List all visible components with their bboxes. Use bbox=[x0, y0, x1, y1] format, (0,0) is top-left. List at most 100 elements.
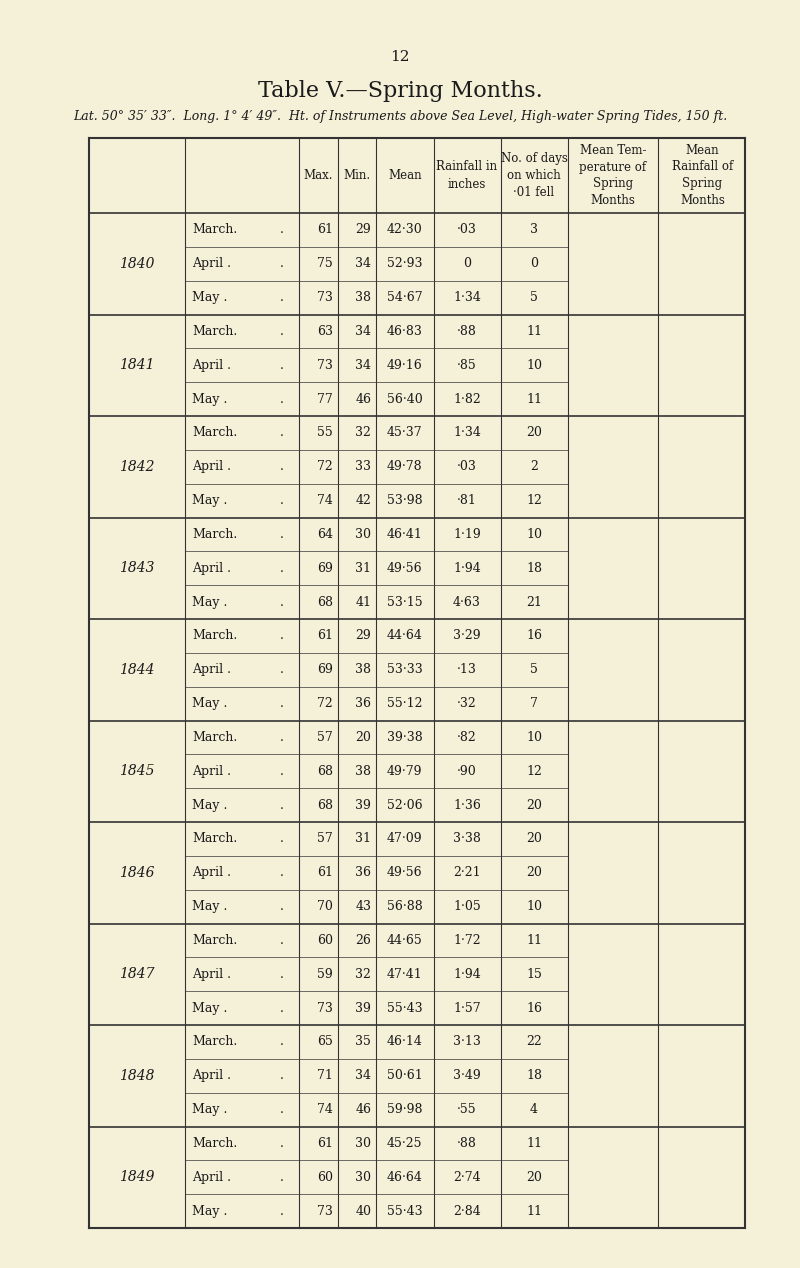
Text: 46: 46 bbox=[355, 1103, 371, 1116]
Text: 15: 15 bbox=[526, 967, 542, 980]
Text: ·85: ·85 bbox=[457, 359, 477, 372]
Text: April .: April . bbox=[192, 765, 231, 777]
Text: 1849: 1849 bbox=[119, 1170, 154, 1184]
Text: 41: 41 bbox=[355, 596, 371, 609]
Text: 5: 5 bbox=[530, 663, 538, 676]
Text: 56·88: 56·88 bbox=[387, 900, 422, 913]
Text: 77: 77 bbox=[318, 393, 333, 406]
Text: .: . bbox=[280, 866, 284, 879]
Text: 38: 38 bbox=[355, 765, 371, 777]
Text: 30: 30 bbox=[355, 1137, 371, 1150]
Text: May .: May . bbox=[192, 799, 228, 812]
Text: 20: 20 bbox=[526, 1170, 542, 1184]
Text: 2·84: 2·84 bbox=[453, 1205, 481, 1217]
Text: 47·41: 47·41 bbox=[387, 967, 422, 980]
Text: 22: 22 bbox=[526, 1036, 542, 1049]
Text: 31: 31 bbox=[355, 832, 371, 846]
Text: 63: 63 bbox=[317, 325, 333, 337]
Text: .: . bbox=[280, 460, 284, 473]
Text: 1841: 1841 bbox=[119, 359, 154, 373]
Text: .: . bbox=[280, 900, 284, 913]
Text: March.: March. bbox=[192, 629, 238, 643]
Text: .: . bbox=[280, 359, 284, 372]
Text: May .: May . bbox=[192, 697, 228, 710]
Text: 36: 36 bbox=[355, 866, 371, 879]
Text: 11: 11 bbox=[526, 393, 542, 406]
Text: 12: 12 bbox=[390, 49, 410, 63]
Text: 69: 69 bbox=[317, 663, 333, 676]
Text: 46·14: 46·14 bbox=[387, 1036, 422, 1049]
Text: Mean Tem-
perature of
Spring
Months: Mean Tem- perature of Spring Months bbox=[579, 143, 646, 208]
Text: 61: 61 bbox=[317, 1137, 333, 1150]
Text: 20: 20 bbox=[526, 866, 542, 879]
Text: 35: 35 bbox=[355, 1036, 371, 1049]
Text: 1·05: 1·05 bbox=[453, 900, 481, 913]
Text: 55·12: 55·12 bbox=[387, 697, 422, 710]
Text: .: . bbox=[280, 495, 284, 507]
Text: 11: 11 bbox=[526, 325, 542, 337]
Text: 20: 20 bbox=[355, 730, 371, 744]
Text: 0: 0 bbox=[463, 257, 471, 270]
Text: 70: 70 bbox=[317, 900, 333, 913]
Text: 46·64: 46·64 bbox=[387, 1170, 422, 1184]
Text: April .: April . bbox=[192, 1170, 231, 1184]
Text: 1840: 1840 bbox=[119, 256, 154, 271]
Text: 59: 59 bbox=[318, 967, 333, 980]
Text: Min.: Min. bbox=[343, 169, 370, 183]
Text: 1·34: 1·34 bbox=[453, 426, 481, 440]
Text: No. of days
on which
·01 fell: No. of days on which ·01 fell bbox=[501, 152, 567, 199]
Text: 32: 32 bbox=[355, 426, 371, 440]
Text: 49·78: 49·78 bbox=[387, 460, 422, 473]
Text: 43: 43 bbox=[355, 900, 371, 913]
Text: 40: 40 bbox=[355, 1205, 371, 1217]
Text: 18: 18 bbox=[526, 562, 542, 574]
Text: 46·83: 46·83 bbox=[387, 325, 422, 337]
Text: 36: 36 bbox=[355, 697, 371, 710]
Text: 1844: 1844 bbox=[119, 663, 154, 677]
Text: .: . bbox=[280, 935, 284, 947]
Text: .: . bbox=[280, 1069, 284, 1083]
Text: 61: 61 bbox=[317, 223, 333, 236]
Text: 74: 74 bbox=[317, 495, 333, 507]
Text: 1·82: 1·82 bbox=[453, 393, 481, 406]
Text: 55·43: 55·43 bbox=[387, 1205, 422, 1217]
Text: Mean: Mean bbox=[388, 169, 422, 183]
Text: 52·93: 52·93 bbox=[387, 257, 422, 270]
Text: 2·74: 2·74 bbox=[453, 1170, 481, 1184]
Text: 57: 57 bbox=[318, 832, 333, 846]
Text: May .: May . bbox=[192, 292, 228, 304]
Text: 61: 61 bbox=[317, 866, 333, 879]
Text: ·82: ·82 bbox=[457, 730, 477, 744]
Text: 30: 30 bbox=[355, 527, 371, 541]
Text: .: . bbox=[280, 629, 284, 643]
Text: 46: 46 bbox=[355, 393, 371, 406]
Text: 68: 68 bbox=[317, 799, 333, 812]
Text: .: . bbox=[280, 223, 284, 236]
Text: 29: 29 bbox=[355, 629, 371, 643]
Text: 73: 73 bbox=[317, 292, 333, 304]
Text: 72: 72 bbox=[318, 697, 333, 710]
Text: Table V.—Spring Months.: Table V.—Spring Months. bbox=[258, 80, 542, 101]
Text: .: . bbox=[280, 1170, 284, 1184]
Text: 64: 64 bbox=[317, 527, 333, 541]
Text: Max.: Max. bbox=[304, 169, 334, 183]
Text: 10: 10 bbox=[526, 900, 542, 913]
Text: ·88: ·88 bbox=[457, 1137, 477, 1150]
Text: .: . bbox=[280, 967, 284, 980]
Text: 39·38: 39·38 bbox=[387, 730, 422, 744]
Text: April .: April . bbox=[192, 866, 231, 879]
Text: April .: April . bbox=[192, 663, 231, 676]
Text: 55·43: 55·43 bbox=[387, 1002, 422, 1014]
Text: Mean
Rainfall of
Spring
Months: Mean Rainfall of Spring Months bbox=[672, 143, 733, 208]
Text: 1·57: 1·57 bbox=[453, 1002, 481, 1014]
Text: 55: 55 bbox=[318, 426, 333, 440]
Text: March.: March. bbox=[192, 730, 238, 744]
Text: .: . bbox=[280, 730, 284, 744]
Text: 60: 60 bbox=[317, 1170, 333, 1184]
Text: 1·36: 1·36 bbox=[453, 799, 481, 812]
Text: 52·06: 52·06 bbox=[387, 799, 422, 812]
Text: 54·67: 54·67 bbox=[387, 292, 422, 304]
Text: 72: 72 bbox=[318, 460, 333, 473]
Text: 53·33: 53·33 bbox=[387, 663, 422, 676]
Text: 34: 34 bbox=[355, 257, 371, 270]
